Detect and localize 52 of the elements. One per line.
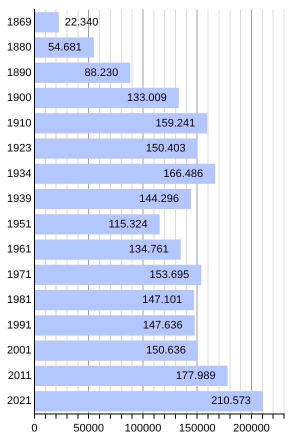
- y-tick-label: 1951: [6, 218, 32, 230]
- y-tick-label: 2001: [6, 344, 32, 357]
- data-label: 88.230: [84, 66, 118, 79]
- y-tick-label: 2021: [6, 395, 32, 408]
- y-tick-label: 1991: [6, 319, 32, 332]
- bar: [34, 164, 216, 184]
- bar: [34, 188, 192, 210]
- bar: [34, 290, 194, 310]
- bar: [34, 315, 195, 336]
- data-label: 153.695: [149, 268, 190, 281]
- data-label: 177.989: [176, 370, 216, 382]
- data-label: 150.403: [146, 142, 186, 155]
- bar: [34, 340, 198, 361]
- y-tick-label: 2011: [8, 370, 32, 382]
- bar: [34, 214, 160, 234]
- x-tick-label: 150000: [178, 422, 216, 434]
- data-label: 133.009: [127, 92, 167, 104]
- bar: [34, 366, 228, 386]
- y-tick-label: 1900: [6, 92, 32, 104]
- bar: [34, 239, 181, 260]
- y-tick-label: 1890: [6, 66, 32, 79]
- x-tick-label: 50000: [73, 422, 104, 434]
- x-tick-label: 0: [31, 422, 38, 434]
- bar: [34, 88, 179, 108]
- y-tick-label: 1910: [6, 117, 32, 130]
- data-label: 166.486: [163, 168, 204, 180]
- bar: [34, 264, 202, 285]
- bar: [34, 113, 208, 134]
- y-tick-label: 1880: [6, 42, 32, 54]
- x-tick-label: 100000: [124, 422, 162, 434]
- data-label: 54.681: [48, 42, 82, 54]
- y-tick-label: 1971: [6, 268, 32, 281]
- data-label: 22.340: [64, 16, 98, 28]
- data-label: 144.296: [139, 193, 180, 206]
- bar: [34, 62, 130, 83]
- y-tick-label: 1981: [6, 294, 32, 306]
- data-label: 159.241: [155, 117, 196, 130]
- y-tick-label: 1923: [6, 142, 32, 155]
- x-tick-label: 200000: [233, 422, 270, 434]
- bar: [34, 391, 263, 412]
- data-label: 147.101: [142, 294, 182, 306]
- y-tick-label: 1869: [6, 16, 32, 28]
- bar: [34, 12, 59, 32]
- data-label: 115.324: [108, 218, 148, 230]
- y-tick-label: 1939: [6, 193, 32, 206]
- data-label: 150.636: [146, 344, 186, 357]
- bar: [34, 138, 198, 159]
- y-tick-label: 1934: [6, 168, 32, 180]
- data-label: 147.636: [142, 319, 183, 332]
- data-label: 134.761: [128, 244, 169, 256]
- y-tick-label: 1961: [6, 244, 32, 256]
- data-label: 210.573: [211, 395, 251, 408]
